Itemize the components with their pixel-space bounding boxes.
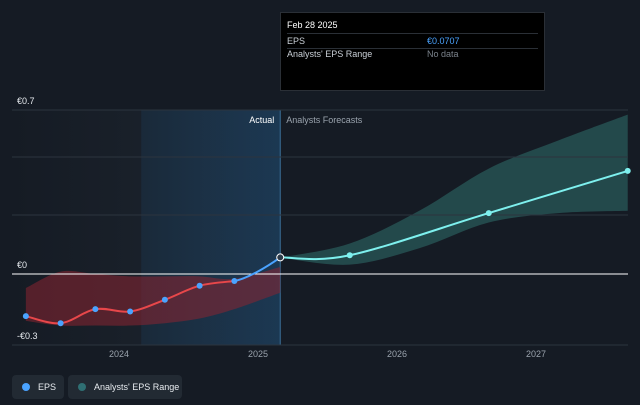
eps-point <box>196 282 203 289</box>
x-tick-label: 2024 <box>109 349 129 359</box>
x-tick-label: 2025 <box>248 349 268 359</box>
y-tick-label: €0.7 <box>17 96 35 106</box>
tooltip-row-eps: EPS €0.0707 <box>287 33 538 49</box>
tooltip: Feb 28 2025 EPS €0.0707 Analysts' EPS Ra… <box>280 12 545 91</box>
tooltip-range-label: Analysts' EPS Range <box>287 49 373 59</box>
legend-item-range[interactable]: Analysts' EPS Range <box>68 375 182 399</box>
tooltip-row-range: Analysts' EPS Range No data <box>287 47 538 61</box>
eps-forecast-line <box>280 169 629 261</box>
x-tick-label: 2027 <box>526 349 546 359</box>
legend-range-swatch <box>78 383 86 391</box>
forecast-label: Analysts Forecasts <box>286 115 363 125</box>
legend-eps-swatch <box>22 383 30 391</box>
y-tick-label: -€0.3 <box>17 331 38 341</box>
legend-eps-label: EPS <box>38 382 57 392</box>
eps-point <box>127 308 134 315</box>
tooltip-range-value: No data <box>427 49 459 59</box>
eps-point <box>57 320 64 327</box>
eps-point <box>22 313 29 320</box>
tooltip-date: Feb 28 2025 <box>287 20 338 30</box>
y-tick-label: €0 <box>17 260 27 270</box>
eps-forecast-point <box>624 167 631 174</box>
tooltip-eps-label: EPS <box>287 36 306 46</box>
forecast-range-band <box>280 114 628 265</box>
eps-point <box>276 253 285 262</box>
eps-point <box>231 278 238 285</box>
eps-forecast-point <box>346 252 353 259</box>
eps-forecast-point <box>485 210 492 217</box>
x-tick-label: 2026 <box>387 349 407 359</box>
legend-item-eps[interactable]: EPS <box>12 375 64 399</box>
eps-point <box>161 296 168 303</box>
actual-label: Actual <box>249 115 274 125</box>
tooltip-eps-value: €0.0707 <box>427 36 460 46</box>
eps-point <box>92 306 99 313</box>
legend-range-label: Analysts' EPS Range <box>94 382 180 392</box>
eps-line-positive <box>234 256 281 283</box>
